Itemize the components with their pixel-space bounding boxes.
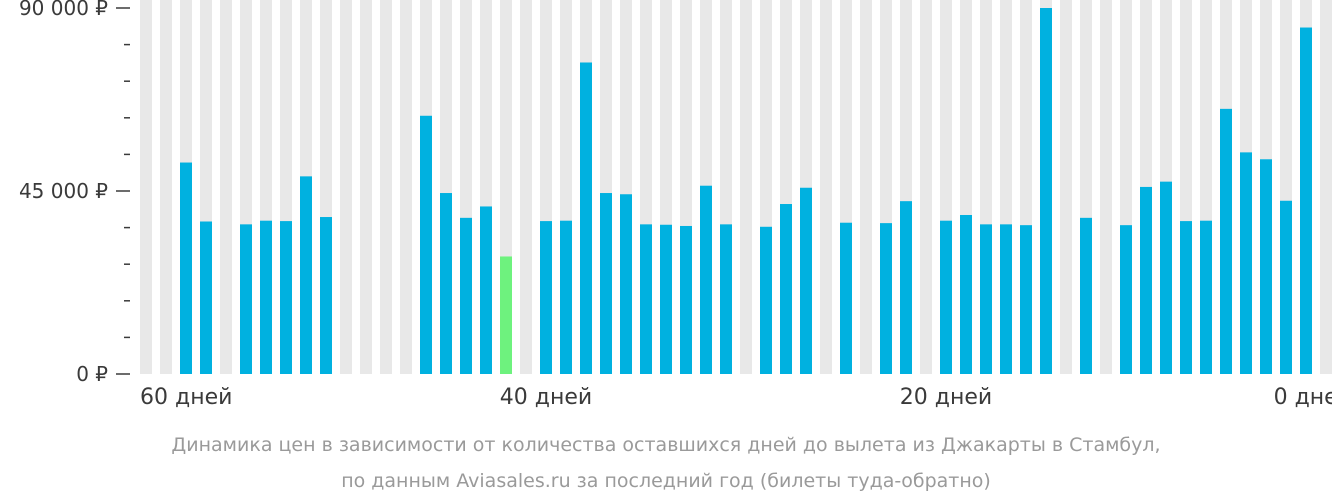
x-tick-label: 60 дней: [140, 385, 232, 410]
bar[interactable]: [1300, 27, 1312, 375]
bar[interactable]: [260, 220, 272, 374]
bar[interactable]: [940, 220, 952, 374]
chart-caption-line-1: Динамика цен в зависимости от количества…: [171, 434, 1161, 456]
bar[interactable]: [200, 221, 212, 375]
chart-plot: 0 ₽ 45 000 ₽ 90 000 ₽ 60 дней 40 дней 20 дней…: [19, 0, 1332, 410]
bar[interactable]: [580, 62, 592, 374]
bar[interactable]: [1080, 217, 1092, 374]
bar[interactable]: [480, 206, 492, 374]
background-column: [740, 0, 752, 374]
chart-caption-line-2: по данным Aviasales.ru за последний год …: [341, 470, 991, 492]
x-tick-label: 20 дней: [900, 385, 992, 410]
bar[interactable]: [1140, 186, 1152, 374]
bar[interactable]: [1200, 220, 1212, 374]
bar[interactable]: [300, 176, 312, 374]
background-column: [1320, 0, 1332, 374]
background-column: [1060, 0, 1072, 374]
y-tick-label: 90 000 ₽: [19, 0, 108, 20]
bar[interactable]: [640, 224, 652, 374]
background-column: [220, 0, 232, 374]
bar[interactable]: [1020, 225, 1032, 374]
bar[interactable]: [800, 187, 812, 374]
bar[interactable]: [180, 162, 192, 374]
x-tick-label: 0 дней: [1274, 385, 1332, 410]
bar[interactable]: [1260, 159, 1272, 374]
bar[interactable]: [760, 226, 772, 374]
background-column: [380, 0, 392, 374]
bar[interactable]: [1160, 181, 1172, 374]
bar[interactable]: [320, 217, 332, 374]
bar-cheapest[interactable]: [500, 256, 512, 374]
bar[interactable]: [1240, 152, 1252, 374]
bar[interactable]: [680, 225, 692, 374]
background-column: [920, 0, 932, 374]
background-column: [520, 0, 532, 374]
bar[interactable]: [980, 224, 992, 374]
bar[interactable]: [1280, 200, 1292, 374]
background-column: [400, 0, 412, 374]
bar[interactable]: [660, 224, 672, 374]
bar[interactable]: [900, 201, 912, 374]
y-tick-label: 0 ₽: [76, 362, 108, 386]
bar[interactable]: [620, 194, 632, 374]
bar[interactable]: [1040, 8, 1052, 374]
bar[interactable]: [840, 222, 852, 374]
background-column: [140, 0, 152, 374]
bar[interactable]: [1120, 225, 1132, 374]
background-column: [820, 0, 832, 374]
bar[interactable]: [1180, 221, 1192, 374]
bar[interactable]: [460, 217, 472, 374]
bar[interactable]: [540, 221, 552, 374]
bar[interactable]: [780, 204, 792, 374]
background-column: [360, 0, 372, 374]
bar[interactable]: [560, 220, 572, 374]
bar[interactable]: [1220, 108, 1232, 374]
bar[interactable]: [420, 115, 432, 375]
bar[interactable]: [960, 214, 972, 374]
bar[interactable]: [1000, 224, 1012, 374]
bar[interactable]: [600, 193, 612, 374]
bar[interactable]: [440, 193, 452, 374]
background-column: [1100, 0, 1112, 374]
bar[interactable]: [280, 221, 292, 374]
x-tick-label: 40 дней: [500, 385, 592, 410]
background-column: [860, 0, 872, 374]
background-column: [340, 0, 352, 374]
y-tick-label: 45 000 ₽: [19, 179, 108, 203]
background-column: [160, 0, 172, 374]
bar[interactable]: [880, 223, 892, 374]
bar[interactable]: [720, 224, 732, 374]
bar[interactable]: [700, 185, 712, 374]
bar[interactable]: [240, 224, 252, 374]
